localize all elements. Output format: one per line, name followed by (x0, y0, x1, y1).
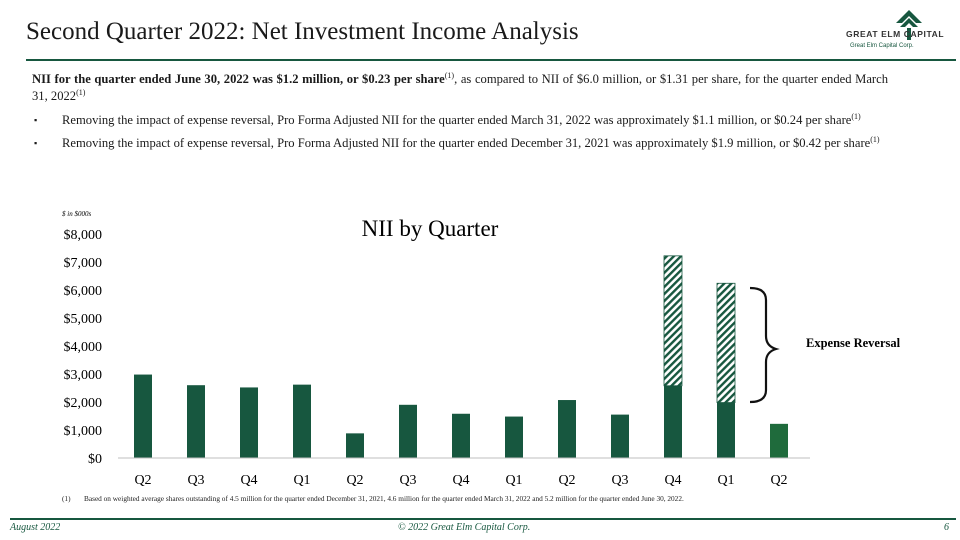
x-tick-label: Q3 (611, 473, 628, 488)
page-title: Second Quarter 2022: Net Investment Inco… (26, 18, 579, 45)
bullet-item: ▪ Removing the impact of expense reversa… (32, 135, 888, 152)
y-tick-label: $6,000 (64, 284, 103, 299)
footnote: (1) Based on weighted average shares outs… (62, 494, 684, 503)
x-tick-label: Q4 (240, 473, 257, 488)
x-tick-label: Q2 (134, 473, 151, 488)
nii-bar (346, 433, 364, 458)
bullet-square-icon: ▪ (34, 138, 38, 148)
footer-copyright: © 2022 Great Elm Capital Corp. (398, 522, 531, 533)
x-tick-label: Q2 (346, 473, 363, 488)
x-tick-label: Q1 (293, 473, 310, 488)
x-tick-label: Q3 (399, 473, 416, 488)
page-number: 6 (944, 522, 949, 533)
logo-subtitle: Great Elm Capital Corp. (850, 43, 914, 49)
footer-date: August 2022 (10, 522, 61, 533)
title-divider (26, 59, 956, 61)
x-tick-label: Q2 (558, 473, 575, 488)
elm-tree-icon (896, 10, 922, 40)
y-tick-label: $7,000 (64, 256, 103, 271)
bullet-text: Removing the impact of expense reversal,… (62, 136, 871, 150)
nii-bar (505, 416, 523, 458)
nii-bar (717, 402, 735, 458)
nii-bar (664, 385, 682, 458)
logo-name: GREAT ELM CAPITAL (846, 29, 945, 39)
x-tick-label: Q3 (187, 473, 204, 488)
x-tick-label: Q4 (664, 473, 681, 488)
summary-text: , as compared to NII of $6.0 million, or… (32, 72, 888, 103)
y-tick-label: $5,000 (64, 312, 103, 327)
y-tick-label: $3,000 (64, 368, 103, 383)
nii-bar (770, 423, 788, 458)
bullet-square-icon: ▪ (34, 115, 38, 125)
y-tick-label: $4,000 (64, 340, 103, 355)
x-tick-label: Q1 (717, 473, 734, 488)
summary-lead: NII for the quarter ended June 30, 2022 … (32, 72, 445, 86)
nii-bar (134, 374, 152, 458)
y-tick-label: $8,000 (64, 228, 103, 243)
nii-bar (611, 414, 629, 458)
bullet-footnote-ref: (1) (851, 111, 861, 121)
expense-reversal-bar (663, 255, 683, 387)
summary-paragraph: NII for the quarter ended June 30, 2022 … (32, 71, 888, 105)
nii-bar (452, 413, 470, 458)
nii-bar (399, 404, 417, 458)
nii-bar (293, 384, 311, 458)
y-tick-label: $0 (88, 452, 102, 467)
expense-reversal-bar (716, 282, 736, 403)
expense-reversal-label: Expense Reversal (806, 336, 901, 350)
x-tick-label: Q2 (770, 473, 787, 488)
x-tick-label: Q4 (452, 473, 469, 488)
nii-bar (187, 385, 205, 458)
company-logo: GREAT ELM CAPITAL Great Elm Capital Corp… (846, 10, 954, 54)
nii-bar (240, 387, 258, 458)
nii-bar-chart: $ in $000s NII by Quarter $0 $1,000 $2,000… (62, 210, 901, 488)
summary-footnote-ref: (1) (444, 70, 455, 80)
bullet-footnote-ref: (1) (870, 134, 880, 144)
bullet-list: ▪ Removing the impact of expense reversa… (32, 112, 888, 158)
summary-footnote-ref-2: (1) (76, 87, 86, 97)
footnote-number: (1) (62, 494, 71, 503)
bullet-item: ▪ Removing the impact of expense reversa… (32, 112, 888, 129)
footer-divider (10, 518, 956, 520)
chart-title: NII by Quarter (362, 216, 499, 241)
y-tick-label: $1,000 (64, 424, 103, 439)
expense-reversal-brace (749, 286, 780, 404)
footnote-text: Based on weighted average shares outstan… (84, 494, 684, 503)
bullet-text: Removing the impact of expense reversal,… (62, 113, 852, 127)
y-tick-label: $2,000 (64, 396, 103, 411)
x-tick-label: Q1 (505, 473, 522, 488)
nii-bar (558, 400, 576, 458)
chart-unit-note: $ in $000s (62, 210, 91, 218)
